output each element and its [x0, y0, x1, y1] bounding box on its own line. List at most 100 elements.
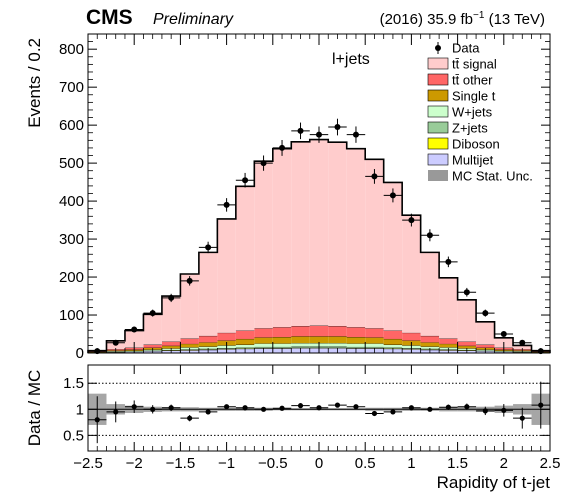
data-point-8 — [235, 172, 255, 188]
legend-entry-5: Z+jets — [427, 121, 488, 136]
legend-swatch — [428, 170, 448, 181]
bar-ttother-8 — [235, 330, 255, 339]
bar-ttother-12 — [309, 325, 329, 337]
data-point-9 — [254, 155, 273, 171]
ratio-ytick-label-1: 1 — [76, 401, 84, 418]
ratio-point-24 — [531, 381, 550, 429]
ratio-marker-17 — [408, 405, 414, 411]
bar-ttsignal-13 — [328, 142, 347, 327]
bar-singlet-20 — [457, 345, 477, 349]
ratio-point-0 — [88, 396, 107, 444]
experiment-label: CMS — [86, 6, 133, 29]
bar-singlet-18 — [420, 342, 440, 347]
bar-ttother-9 — [254, 328, 273, 338]
ratio-point-22 — [494, 404, 514, 417]
data-point-10 — [272, 139, 292, 156]
data-marker-5 — [186, 277, 193, 284]
xtick-label-10: 2.5 — [540, 455, 561, 472]
data-point-16 — [383, 188, 403, 203]
ytick-label-700: 700 — [59, 79, 84, 96]
xtick-label-9: 2 — [500, 455, 508, 472]
bar-ttsignal-2 — [124, 330, 144, 348]
ratio-point-19 — [439, 404, 458, 410]
legend-label-0: Data — [452, 41, 480, 56]
bar-singlet-9 — [254, 337, 273, 344]
data-point-17 — [402, 213, 421, 227]
data-point-19 — [439, 256, 458, 268]
ratio-point-23 — [513, 407, 532, 429]
data-point-13 — [328, 118, 347, 136]
bar-singlet-16 — [383, 338, 403, 345]
data-point-1 — [106, 339, 125, 346]
ratio-point-13 — [328, 402, 347, 408]
ratio-y-axis: 0.5 1 1.5 — [63, 375, 550, 444]
ratio-marker-9 — [260, 406, 267, 412]
ratio-point-18 — [420, 406, 440, 412]
data-marker-19 — [445, 258, 452, 265]
bar-ttother-10 — [272, 327, 292, 338]
ratio-point-8 — [235, 405, 255, 411]
bar-singlet-6 — [198, 342, 218, 347]
bar-wjets-16 — [383, 344, 403, 348]
bar-singlet-11 — [291, 336, 310, 344]
data-marker-13 — [334, 124, 341, 131]
bar-zjets-9 — [254, 346, 273, 349]
ytick-label-0: 0 — [76, 345, 84, 362]
bar-ttother-14 — [346, 327, 366, 338]
data-point-6 — [198, 241, 218, 254]
bar-ttsignal-10 — [272, 148, 292, 328]
ratio-marker-1 — [113, 409, 119, 415]
ratio-point-21 — [476, 406, 495, 416]
bar-ttsignal-18 — [420, 252, 440, 336]
bar-ttsignal-12 — [309, 139, 329, 326]
ratio-point-2 — [124, 400, 144, 413]
ratio-marker-13 — [334, 402, 341, 408]
legend-label-7: Multijet — [452, 153, 494, 168]
bar-singlet-12 — [309, 336, 329, 344]
bar-ttother-11 — [291, 326, 310, 337]
bar-ttsignal-6 — [198, 252, 218, 336]
data-marker-2 — [131, 326, 138, 333]
legend-swatch — [427, 121, 449, 134]
data-point-22 — [494, 331, 514, 338]
ratio-ytick-label-1.5: 1.5 — [63, 375, 84, 392]
ratio-marker-15 — [371, 410, 378, 417]
bar-wjets-9 — [254, 343, 273, 347]
data-point-20 — [457, 287, 477, 297]
ratio-marker-18 — [427, 406, 433, 412]
bar-zjets-13 — [328, 346, 347, 348]
bar-ttother-16 — [383, 330, 403, 339]
main-x-ticks — [87, 34, 551, 353]
bar-wjets-14 — [346, 343, 366, 347]
bar-ttother-13 — [328, 326, 347, 337]
ratio-marker-0 — [94, 417, 100, 423]
data-point-21 — [476, 309, 495, 317]
bar-singlet-4 — [161, 345, 181, 349]
ytick-label-400: 400 — [59, 193, 84, 210]
bar-singlet-14 — [346, 337, 366, 344]
xtick-label-7: 1 — [407, 455, 415, 472]
data-point-5 — [180, 276, 199, 286]
bar-ttsignal-7 — [217, 218, 236, 333]
ratio-point-16 — [383, 409, 403, 415]
bar-ttsignal-9 — [254, 161, 273, 329]
ytick-label-200: 200 — [59, 269, 84, 286]
legend-label-5: Z+jets — [452, 121, 488, 136]
bar-zjets-11 — [291, 346, 310, 348]
ratio-marker-7 — [224, 404, 230, 410]
ratio-point-17 — [402, 405, 421, 411]
legend-swatch — [427, 105, 449, 118]
legend-label-4: W+jets — [452, 105, 493, 120]
legend-entry-7: Multijet — [427, 153, 494, 168]
data-marker-8 — [242, 177, 249, 184]
ratio-panel: 0.5 1 1.5 −2.5 −2 −1.5 −1 −0.5 0 0.5 1 1.5 2 2.5 Dat… — [25, 364, 561, 492]
legend-entry-2: tt̄ other — [427, 73, 493, 88]
main-panel: 0 100 200 300 400 500 600 700 800 Events / 0.2 l… — [25, 33, 551, 362]
ratio-point-6 — [198, 409, 218, 415]
ratio-point-10 — [272, 405, 292, 411]
data-point-2 — [124, 326, 144, 333]
channel-label: l+jets — [332, 51, 370, 68]
legend-label-1: tt̄ signal — [452, 57, 497, 72]
legend-entry-8: MC Stat. Unc. — [428, 169, 533, 184]
